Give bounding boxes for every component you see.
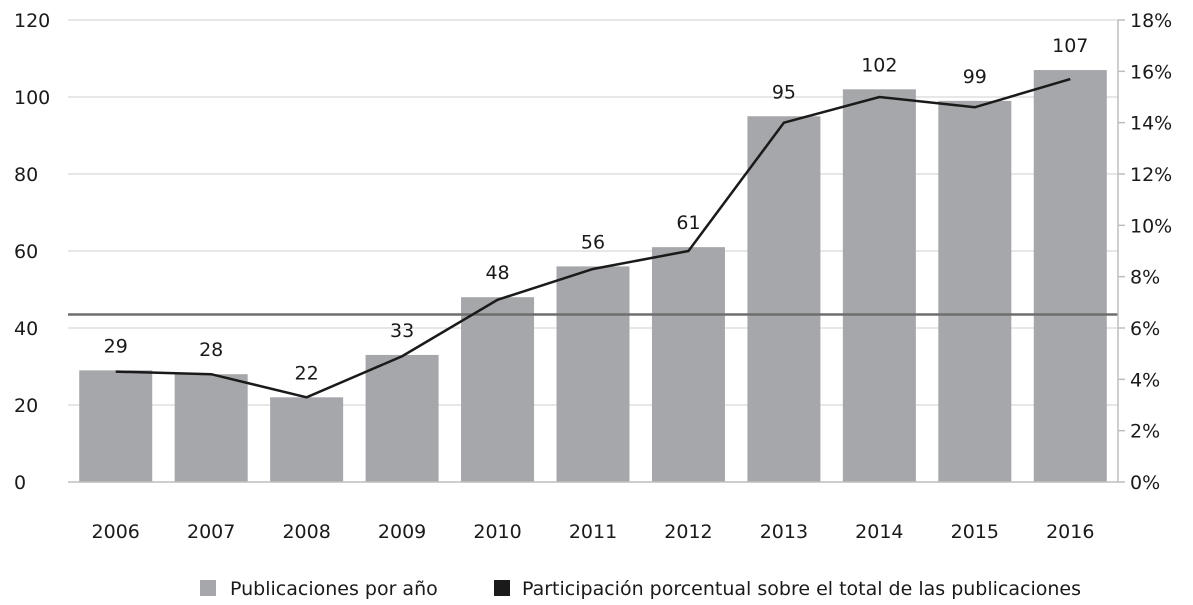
left-tick-5: 100 — [14, 87, 50, 109]
data-label-2010: 48 — [485, 262, 509, 284]
legend: Publicaciones por año Participación porce… — [200, 578, 1081, 600]
bar-2016 — [1033, 70, 1107, 483]
right-tick-5: 10% — [1130, 215, 1172, 237]
right-tick-6: 12% — [1130, 164, 1172, 186]
x-tick-2015: 2015 — [951, 521, 999, 543]
left-tick-0: 0 — [14, 472, 26, 494]
left-tick-2: 40 — [14, 318, 38, 340]
x-tick-2008: 2008 — [282, 521, 330, 543]
bar-2013 — [747, 116, 821, 482]
bars — [79, 70, 1107, 483]
left-tick-4: 80 — [14, 164, 38, 186]
x-tick-2016: 2016 — [1046, 521, 1094, 543]
x-axis-ticks: 2006 2007 2008 2009 2010 2011 2012 2013 2014 2015… — [92, 521, 1095, 543]
bar-2008 — [270, 397, 344, 482]
x-tick-2009: 2009 — [378, 521, 426, 543]
bar-2006 — [79, 370, 153, 482]
data-label-2011: 56 — [581, 231, 605, 253]
x-tick-2007: 2007 — [187, 521, 235, 543]
right-axis-ticks: 0% 2% 4% 6% 8% 10% 12% 14% 16% 18% — [1130, 10, 1172, 494]
left-tick-6: 120 — [14, 10, 50, 32]
percentage-line-group — [115, 77, 1071, 399]
left-axis-ticks: 0 20 40 60 80 100 120 — [14, 10, 50, 494]
data-label-2012: 61 — [676, 212, 700, 234]
bar-2012 — [651, 247, 725, 482]
right-tick-1: 2% — [1130, 421, 1160, 443]
data-label-2009: 33 — [390, 320, 414, 342]
bar-2015 — [938, 100, 1012, 482]
data-label-2007: 28 — [199, 339, 223, 361]
left-tick-3: 60 — [14, 241, 38, 263]
bar-2014 — [842, 89, 916, 483]
data-label-2014: 102 — [861, 54, 897, 76]
percentage-line — [115, 77, 1071, 399]
right-tick-0: 0% — [1130, 472, 1160, 494]
right-tick-2: 4% — [1130, 369, 1160, 391]
data-labels: 29 28 22 33 48 56 61 95 102 99 107 — [104, 35, 1089, 384]
right-tick-8: 16% — [1130, 61, 1172, 83]
bar-2009 — [365, 354, 439, 482]
x-tick-2013: 2013 — [760, 521, 808, 543]
data-label-2006: 29 — [104, 335, 128, 357]
right-tick-4: 8% — [1130, 267, 1160, 289]
bar-2007 — [174, 374, 248, 482]
legend-swatch-publicaciones — [200, 580, 216, 596]
legend-swatch-participacion — [494, 580, 510, 596]
data-label-2015: 99 — [963, 66, 987, 88]
x-tick-2010: 2010 — [473, 521, 521, 543]
right-tick-7: 14% — [1130, 113, 1172, 135]
legend-label-participacion: Participación porcentual sobre el total … — [522, 578, 1081, 600]
x-tick-2012: 2012 — [664, 521, 712, 543]
legend-label-publicaciones: Publicaciones por año — [230, 578, 438, 600]
data-label-2008: 22 — [295, 362, 319, 384]
x-tick-2011: 2011 — [569, 521, 617, 543]
bar-2010 — [461, 297, 535, 482]
right-tick-9: 18% — [1130, 10, 1172, 32]
x-tick-2014: 2014 — [855, 521, 903, 543]
x-tick-2006: 2006 — [92, 521, 140, 543]
left-tick-1: 20 — [14, 395, 38, 417]
axes — [68, 19, 1125, 483]
data-label-2013: 95 — [772, 81, 796, 103]
bar-2011 — [556, 266, 630, 482]
right-tick-3: 6% — [1130, 318, 1160, 340]
data-label-2016: 107 — [1052, 35, 1088, 57]
